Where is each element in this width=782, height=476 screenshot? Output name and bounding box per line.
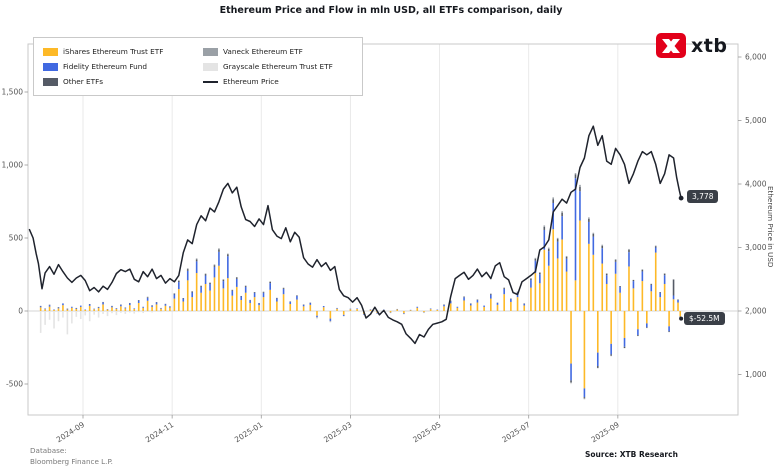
- source-note: Source: XTB Research: [585, 450, 678, 459]
- svg-text:5,000: 5,000: [745, 116, 767, 125]
- vaneck-swatch-icon: [203, 47, 218, 56]
- legend-item-vaneck: Vaneck Ethereum ETF: [203, 47, 353, 56]
- chart-title: Ethereum Price and Flow in mln USD, all …: [219, 5, 563, 16]
- svg-text:2024-11: 2024-11: [144, 420, 176, 444]
- legend-item-fidelity: Fidelity Ethereum Fund: [43, 62, 193, 71]
- svg-text:0: 0: [18, 307, 23, 316]
- last-flow-badge: $-52.5M: [684, 312, 725, 325]
- database-name: Bloomberg Finance L.P.: [30, 457, 113, 467]
- svg-text:500: 500: [9, 234, 24, 243]
- svg-text:2025-05: 2025-05: [411, 420, 443, 444]
- right-axis-title: Ethereum Price in USD: [766, 186, 775, 268]
- svg-text:2,000: 2,000: [745, 307, 767, 316]
- svg-text:4,000: 4,000: [745, 180, 767, 189]
- legend-item-price: Ethereum Price: [203, 77, 353, 86]
- xtb-x-icon: [662, 38, 680, 53]
- price-line-swatch-icon: [203, 80, 218, 83]
- legend-item-other: Other ETFs: [43, 77, 193, 86]
- legend-label-price: Ethereum Price: [223, 77, 279, 86]
- fidelity-swatch-icon: [43, 62, 58, 71]
- legend-label-other: Other ETFs: [63, 77, 104, 86]
- xtb-logo-mark: [656, 33, 686, 58]
- svg-text:6,000: 6,000: [745, 53, 767, 62]
- svg-text:-500: -500: [6, 380, 23, 389]
- last-price-badge: 3,778: [687, 190, 719, 203]
- svg-text:2025-03: 2025-03: [322, 420, 354, 444]
- svg-text:3,000: 3,000: [745, 243, 767, 252]
- svg-text:2025-01: 2025-01: [233, 420, 265, 444]
- database-label: Database:: [30, 446, 67, 455]
- legend-label-ishares: iShares Ethereum Trust ETF: [63, 47, 164, 56]
- legend-item-ishares: iShares Ethereum Trust ETF: [43, 47, 193, 56]
- legend-item-grayscale: Grayscale Ethereum Trust ETF: [203, 62, 353, 71]
- legend-label-fidelity: Fidelity Ethereum Fund: [63, 62, 148, 71]
- svg-text:2025-09: 2025-09: [590, 420, 622, 444]
- xtb-logo-text: xtb: [691, 34, 728, 57]
- database-note: Database: Bloomberg Finance L.P.: [30, 445, 113, 467]
- legend: iShares Ethereum Trust ETF Fidelity Ethe…: [33, 37, 363, 96]
- grayscale-swatch-icon: [203, 62, 218, 71]
- svg-text:2024-09: 2024-09: [55, 420, 87, 444]
- svg-text:1,500: 1,500: [2, 88, 24, 97]
- svg-text:1,000: 1,000: [2, 161, 24, 170]
- svg-text:1,000: 1,000: [745, 370, 767, 379]
- xtb-logo: xtb: [656, 33, 727, 58]
- legend-label-vaneck: Vaneck Ethereum ETF: [223, 47, 303, 56]
- ishares-swatch-icon: [43, 47, 58, 56]
- svg-text:2025-07: 2025-07: [500, 420, 532, 444]
- legend-label-grayscale: Grayscale Ethereum Trust ETF: [223, 62, 333, 71]
- other-etfs-swatch-icon: [43, 77, 58, 86]
